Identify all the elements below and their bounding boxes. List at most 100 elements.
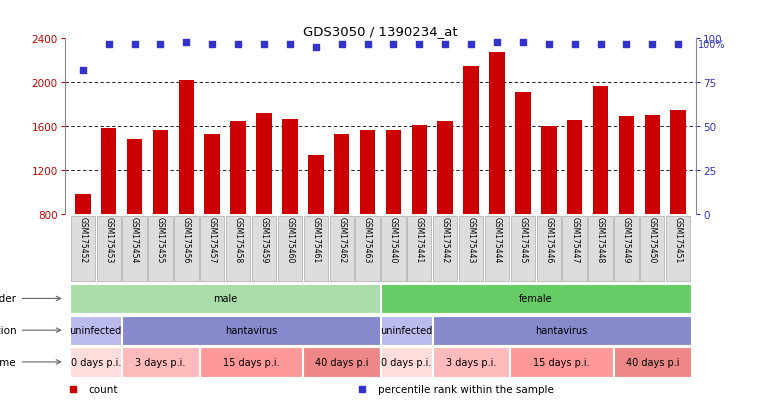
Bar xyxy=(438,121,453,302)
Text: GSM175456: GSM175456 xyxy=(182,217,191,263)
Text: time: time xyxy=(0,357,61,367)
FancyBboxPatch shape xyxy=(588,216,613,282)
Text: male: male xyxy=(213,294,237,304)
FancyBboxPatch shape xyxy=(200,216,224,282)
Text: 15 days p.i.: 15 days p.i. xyxy=(533,357,590,367)
Point xyxy=(129,41,141,48)
Bar xyxy=(619,117,634,302)
Text: GSM175442: GSM175442 xyxy=(441,217,450,263)
Bar xyxy=(593,86,608,302)
Text: 40 days p.i: 40 days p.i xyxy=(315,357,368,367)
Text: uninfected: uninfected xyxy=(69,325,122,335)
FancyBboxPatch shape xyxy=(511,347,613,377)
Text: GSM175453: GSM175453 xyxy=(104,217,113,263)
Point xyxy=(517,39,529,46)
Text: infection: infection xyxy=(0,325,61,335)
Text: gender: gender xyxy=(0,294,61,304)
FancyBboxPatch shape xyxy=(433,216,457,282)
Bar xyxy=(541,127,556,302)
Point xyxy=(646,41,658,48)
FancyBboxPatch shape xyxy=(381,347,431,377)
Text: GSM175448: GSM175448 xyxy=(596,217,605,263)
FancyBboxPatch shape xyxy=(304,347,380,377)
Point xyxy=(361,41,374,48)
FancyBboxPatch shape xyxy=(123,316,380,345)
Text: GSM175451: GSM175451 xyxy=(673,217,683,263)
FancyBboxPatch shape xyxy=(381,316,431,345)
Text: 3 days p.i.: 3 days p.i. xyxy=(135,357,186,367)
FancyBboxPatch shape xyxy=(433,316,691,345)
FancyBboxPatch shape xyxy=(148,216,173,282)
Point xyxy=(77,67,89,74)
FancyBboxPatch shape xyxy=(97,216,121,282)
Text: GSM175462: GSM175462 xyxy=(337,217,346,263)
Point xyxy=(387,41,400,48)
Text: 40 days p.i: 40 days p.i xyxy=(626,357,679,367)
FancyBboxPatch shape xyxy=(71,216,95,282)
Bar xyxy=(153,130,168,302)
Point xyxy=(465,41,477,48)
FancyBboxPatch shape xyxy=(70,347,121,377)
Text: GSM175463: GSM175463 xyxy=(363,217,372,263)
FancyBboxPatch shape xyxy=(381,284,691,313)
Text: 3 days p.i.: 3 days p.i. xyxy=(446,357,496,367)
Point xyxy=(336,41,348,48)
FancyBboxPatch shape xyxy=(355,216,380,282)
FancyBboxPatch shape xyxy=(252,216,276,282)
FancyBboxPatch shape xyxy=(485,216,509,282)
Bar xyxy=(412,126,427,302)
Text: GSM175444: GSM175444 xyxy=(492,217,501,263)
Bar xyxy=(334,135,349,302)
Text: hantavirus: hantavirus xyxy=(536,325,587,335)
Text: GSM175458: GSM175458 xyxy=(234,217,243,263)
Bar xyxy=(308,155,323,302)
Bar xyxy=(645,116,660,302)
Text: 0 days p.i.: 0 days p.i. xyxy=(71,357,121,367)
FancyBboxPatch shape xyxy=(640,216,664,282)
Point xyxy=(491,39,503,46)
Bar xyxy=(179,81,194,302)
Text: GSM175446: GSM175446 xyxy=(544,217,553,263)
FancyBboxPatch shape xyxy=(123,216,147,282)
Text: 15 days p.i.: 15 days p.i. xyxy=(223,357,279,367)
Text: female: female xyxy=(519,294,552,304)
Text: GSM175454: GSM175454 xyxy=(130,217,139,263)
Text: 0 days p.i.: 0 days p.i. xyxy=(381,357,431,367)
Text: count: count xyxy=(88,384,118,394)
FancyBboxPatch shape xyxy=(459,216,483,282)
FancyBboxPatch shape xyxy=(174,216,199,282)
FancyBboxPatch shape xyxy=(381,216,406,282)
Bar xyxy=(463,66,479,302)
FancyBboxPatch shape xyxy=(200,347,302,377)
Bar xyxy=(256,114,272,302)
Bar xyxy=(282,119,298,302)
Point xyxy=(103,41,115,48)
FancyBboxPatch shape xyxy=(70,316,121,345)
FancyBboxPatch shape xyxy=(537,216,561,282)
FancyBboxPatch shape xyxy=(511,216,535,282)
Bar xyxy=(515,93,530,302)
Bar xyxy=(670,111,686,302)
FancyBboxPatch shape xyxy=(666,216,690,282)
FancyBboxPatch shape xyxy=(433,347,509,377)
Bar xyxy=(360,130,375,302)
Point xyxy=(672,41,684,48)
Point xyxy=(180,39,193,46)
Point xyxy=(284,41,296,48)
Text: 100%: 100% xyxy=(698,40,725,50)
Point xyxy=(258,41,270,48)
FancyBboxPatch shape xyxy=(407,216,431,282)
Point xyxy=(594,41,607,48)
Point xyxy=(543,41,555,48)
Point xyxy=(620,41,632,48)
Text: GSM175460: GSM175460 xyxy=(285,217,295,263)
Point xyxy=(568,41,581,48)
Text: hantavirus: hantavirus xyxy=(225,325,277,335)
Bar xyxy=(567,120,582,302)
Text: GSM175459: GSM175459 xyxy=(260,217,269,263)
Point xyxy=(206,41,218,48)
Text: GSM175461: GSM175461 xyxy=(311,217,320,263)
Bar xyxy=(489,52,505,302)
Text: GSM175457: GSM175457 xyxy=(208,217,217,263)
Text: percentile rank within the sample: percentile rank within the sample xyxy=(378,384,554,394)
